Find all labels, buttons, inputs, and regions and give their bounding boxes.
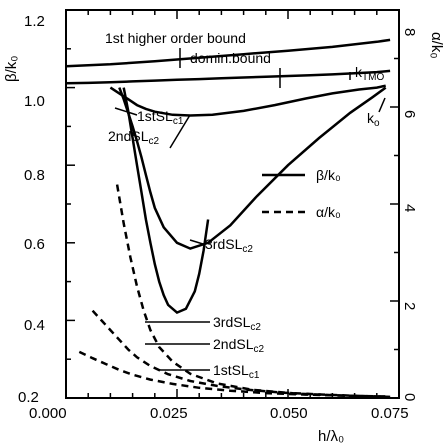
annotation-ktmo: kTMO [355,64,384,83]
annotation-leaders [114,48,386,371]
y-right-tick-label-4: 8 [401,28,418,36]
series-line-2 [109,84,386,117]
series-line-1 [65,38,391,68]
y-right-tick-label-0: 0 [401,393,418,401]
annotation-2ndSL-main: 2ndSL [108,128,149,144]
axis-ticks [65,9,400,399]
annotation-k0: ko [367,110,380,129]
annotation-ktmo-main: k [355,64,363,80]
series-line-0 [65,69,391,85]
annotation-ktmo-sub: TMO [362,72,384,83]
annotation-alpha-3rd: 3rdSLc2 [213,314,261,333]
series-line-6 [91,309,391,398]
annotation-alpha-3rd-main: 3rdSL [213,314,251,330]
legend-label-dashed: α/k₀ [316,204,341,220]
annotation-2ndSL-sub: c2 [148,136,159,147]
series-line-3 [118,86,387,250]
x-tick-label-0: 0.000 [29,405,67,422]
annotation-3rdSL: 3rdSLc2 [205,236,253,255]
x-axis-label: h/λ₀ [318,428,344,445]
annotation-2ndSL: 2ndSLc2 [108,128,159,147]
y-left-tick-label-5: 1.2 [24,13,45,30]
annotation-alpha-1st-main: 1stSL [213,362,249,378]
series-line-4 [122,87,210,315]
y-left-axis-label: β/k₀ [3,55,20,82]
annotation-k0-sub: o [374,118,380,129]
annotation-domin-bound: domin.bound [190,50,271,66]
annotation-alpha-2nd-main: 2ndSL [213,336,254,352]
x-tick-label-3: 0.075 [371,405,409,422]
annotation-higher-order: 1st higher order bound [105,30,246,46]
leader-1stSLc1 [114,107,138,116]
annotation-3rdSL-main: 3rdSL [205,236,243,252]
y-left-tick-label-3: 0.8 [24,167,45,184]
annotation-1stSL-sub: c1 [173,116,184,127]
annotation-3rdSL-sub: c2 [242,244,253,255]
y-right-tick-label-2: 4 [401,204,418,212]
x-tick-label-1: 0.025 [150,405,188,422]
annotation-1stSL-main: 1stSL [137,108,173,124]
annotation-alpha-2nd: 2ndSLc2 [213,336,264,355]
annotation-alpha-1st: 1stSLc1 [213,362,260,381]
y-left-tick-label-4: 1.0 [24,93,45,110]
annotation-alpha-2nd-sub: c2 [253,344,264,355]
y-right-tick-label-3: 6 [401,110,418,118]
annotation-1stSL: 1stSLc1 [137,108,184,127]
legend: β/k₀ α/k₀ [262,167,341,220]
series-group [65,38,391,399]
leader-k0 [378,97,386,113]
y-left-tick-label-1: 0.4 [24,317,45,334]
y-left-tick-label-2: 0.6 [24,236,45,253]
annotation-k0-main: k [367,110,375,126]
y-right-tick-label-1: 2 [401,302,418,310]
y-right-axis-label: α/k₀ [428,32,445,59]
annotation-alpha-3rd-sub: c2 [250,322,261,333]
legend-label-solid: β/k₀ [316,167,341,183]
leader-3rdSLc2 [189,239,204,245]
series-line-7 [78,350,391,399]
annotation-alpha-1st-sub: c1 [249,370,260,381]
y-left-tick-label-0: 0.2 [18,389,39,406]
leader-2ndSLc2 [169,114,191,149]
x-tick-label-2: 0.050 [270,405,308,422]
